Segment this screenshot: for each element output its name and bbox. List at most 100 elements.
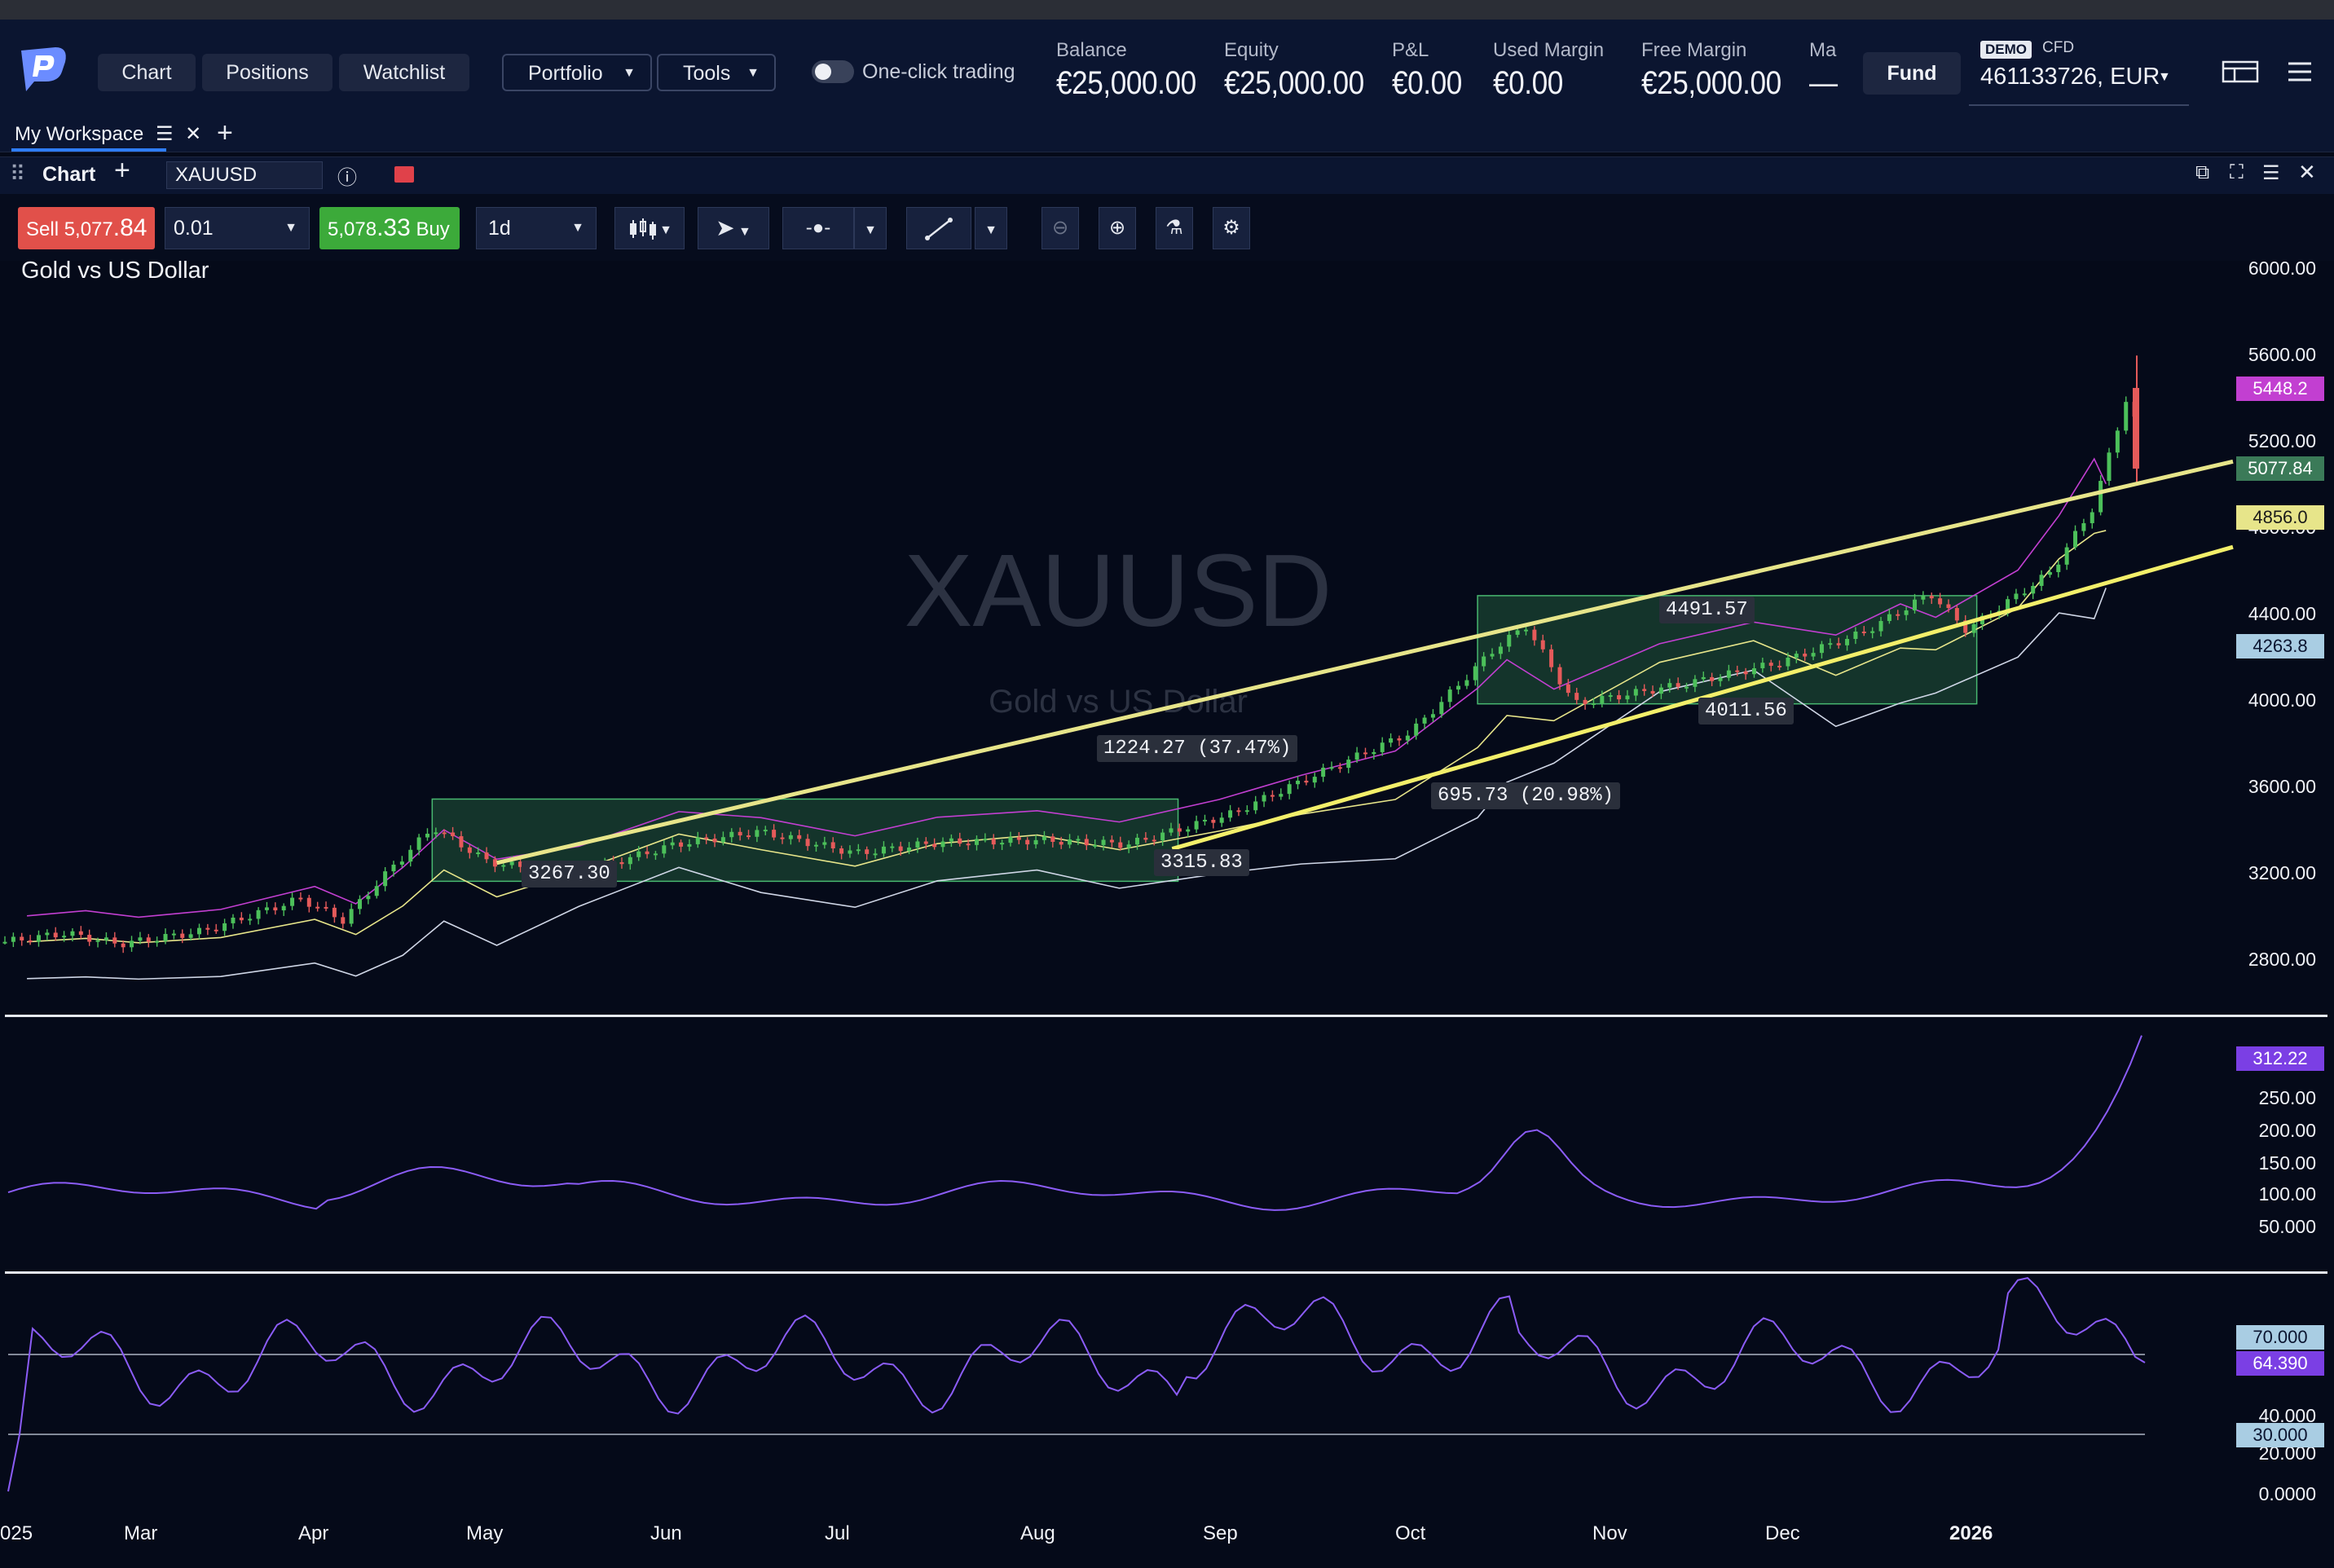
chevron-down-icon: ▼	[864, 223, 877, 237]
measurement-label: 4011.56	[1698, 698, 1794, 725]
candle-body	[205, 927, 210, 930]
platform-logo-icon[interactable]	[16, 44, 70, 93]
indicator1-line	[7, 1035, 2142, 1211]
timeframe-select[interactable]: 1d ▼	[476, 207, 597, 249]
draw-line-button[interactable]	[906, 207, 971, 249]
portfolio-dropdown[interactable]: Portfolio ▼	[502, 54, 652, 91]
candle-body	[434, 832, 438, 835]
drag-handle-icon[interactable]: ⠿	[10, 161, 26, 186]
candle-body	[940, 841, 945, 848]
candle-body	[1000, 843, 1005, 845]
workspace-tab[interactable]: My Workspace ☰ ✕	[15, 122, 201, 146]
quantity-input[interactable]: 0.01 ▼	[165, 207, 310, 249]
candle-body	[1405, 735, 1410, 741]
time-axis-label: May	[466, 1522, 504, 1544]
candle-body	[1118, 842, 1123, 848]
candle-body	[374, 886, 379, 896]
workspace-tab-label: My Workspace	[15, 123, 144, 145]
balance-label: Balance	[1056, 39, 1127, 61]
indicators-button[interactable]: ⚗	[1156, 207, 1193, 249]
symbol-input[interactable]: XAUUSD	[166, 161, 323, 189]
candle-body	[2047, 572, 2052, 575]
menu-icon[interactable]	[2285, 59, 2314, 85]
candle-body	[1600, 695, 1605, 703]
candle-body	[171, 933, 176, 936]
cursor-tool-button[interactable]: ➤ ▼	[698, 207, 769, 249]
close-icon[interactable]: ✕	[185, 123, 202, 145]
zoom-out-button[interactable]: ⊖	[1041, 207, 1079, 249]
buy-button[interactable]: 5,078.33 Buy	[319, 207, 460, 249]
price-axis-label: 5600.00	[2248, 344, 2316, 365]
chart-panel-header	[0, 156, 2334, 196]
close-panel-icon[interactable]: ✕	[2298, 160, 2316, 184]
margin-level-value: —	[1809, 65, 1838, 101]
panel-title: Chart	[42, 163, 96, 186]
candle-body	[1625, 695, 1630, 700]
candle-body	[881, 846, 886, 854]
candle-body	[704, 837, 709, 839]
tools-dropdown[interactable]: Tools ▼	[657, 54, 776, 91]
pane-separator[interactable]	[5, 1271, 2327, 1274]
fund-button[interactable]: Fund	[1863, 52, 1961, 95]
price-axis-label: 5200.00	[2248, 430, 2316, 451]
candle-body	[1422, 717, 1427, 724]
candle-body	[1971, 624, 1976, 633]
layout-icon[interactable]	[2222, 59, 2261, 85]
nav-chart-button[interactable]: Chart	[98, 54, 196, 91]
candle-body	[653, 853, 658, 856]
candle-body	[416, 837, 421, 850]
candle-body	[780, 837, 785, 839]
candle-body	[873, 853, 878, 856]
time-axis-label: Jul	[825, 1522, 850, 1544]
settings-button[interactable]: ⚙	[1213, 207, 1250, 249]
price-chart[interactable]: XAUUSD Gold vs US Dollar	[0, 261, 2334, 1568]
candle-body	[712, 839, 717, 843]
time-axis-label: Aug	[1020, 1522, 1055, 1544]
nav-watchlist-button[interactable]: Watchlist	[339, 54, 469, 91]
candle-body	[2107, 452, 2112, 482]
popout-icon[interactable]: ⧉	[2195, 161, 2210, 183]
maximize-icon[interactable]: ⛶	[2230, 161, 2244, 183]
account-selector[interactable]: DEMO CFD 461133726, EUR ▼	[1964, 33, 2197, 108]
candle-body	[306, 897, 311, 907]
measurement-label: 4491.57	[1659, 597, 1755, 623]
draw-line-dropdown[interactable]: ▼	[975, 207, 1007, 249]
pane-separator[interactable]	[5, 1015, 2327, 1017]
candle-body	[1946, 604, 1951, 609]
candle-body	[298, 897, 303, 900]
candle-body	[1507, 634, 1512, 647]
candle-body	[180, 933, 185, 938]
nav-positions-button[interactable]: Positions	[202, 54, 332, 91]
panel-menu-icon[interactable]: ☰	[2262, 162, 2280, 184]
candle-body	[1904, 610, 1909, 615]
hamburger-icon[interactable]: ☰	[155, 123, 174, 145]
moving-average-line	[27, 530, 2107, 944]
candle-body	[53, 932, 58, 938]
line-style-dropdown[interactable]: ▼	[854, 207, 887, 249]
line-style-button[interactable]: -●-	[782, 207, 854, 249]
zoom-in-button[interactable]: ⊕	[1099, 207, 1136, 249]
chart-type-button[interactable]: ▼	[614, 207, 685, 249]
info-icon[interactable]: ⓘ	[337, 167, 357, 189]
time-axis-label: Apr	[298, 1522, 329, 1544]
add-workspace-icon[interactable]: +	[217, 117, 233, 148]
candle-body	[366, 896, 371, 900]
candle-body	[408, 849, 413, 862]
candle-body	[1828, 643, 1833, 645]
candle-body	[1751, 667, 1756, 675]
cursor-arrow-icon: ➤	[716, 215, 735, 240]
account-type: CFD	[2042, 39, 2075, 56]
one-click-trading-toggle[interactable]	[812, 60, 854, 83]
candle-body	[2073, 531, 2078, 548]
candle-body	[1878, 620, 1883, 632]
candle-body	[923, 841, 928, 844]
add-panel-icon[interactable]: +	[114, 155, 130, 186]
candle-body	[1135, 837, 1140, 845]
quantity-value: 0.01	[174, 217, 214, 240]
sell-button[interactable]: Sell 5,077.84	[18, 207, 155, 249]
candle-body	[1566, 684, 1570, 694]
candle-body	[974, 839, 979, 845]
candle-body	[45, 932, 50, 936]
chevron-down-icon: ▼	[284, 221, 297, 235]
record-icon[interactable]	[394, 166, 414, 183]
